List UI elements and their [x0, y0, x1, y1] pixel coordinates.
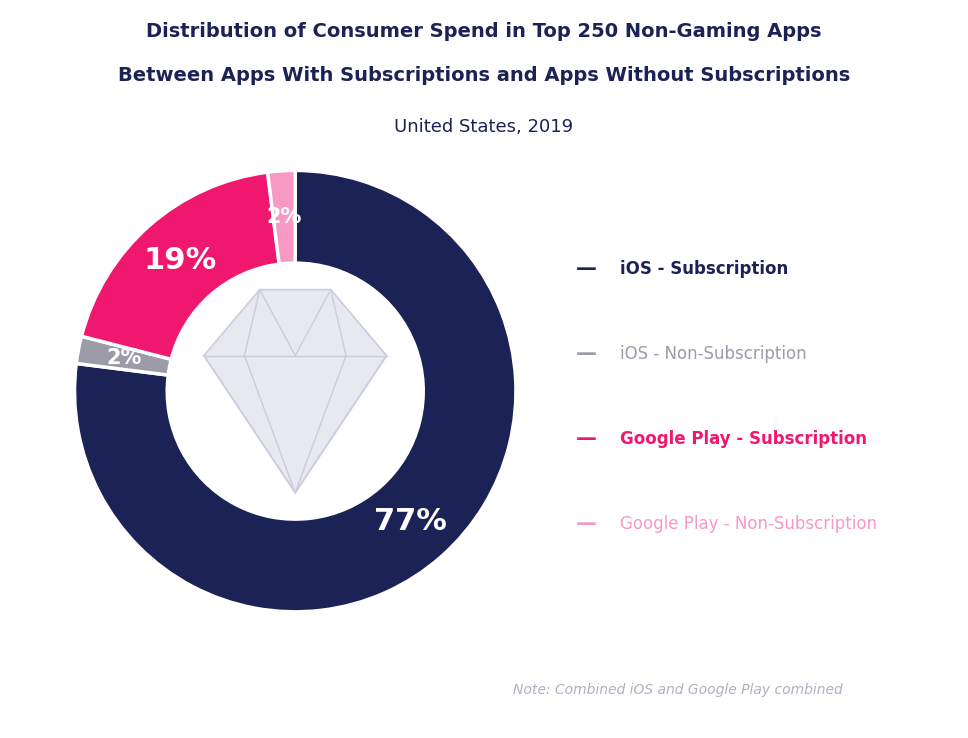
Wedge shape	[81, 172, 279, 359]
Text: iOS - Non-Subscription: iOS - Non-Subscription	[620, 345, 806, 363]
Text: —: —	[576, 514, 597, 534]
Text: Google Play - Non-Subscription: Google Play - Non-Subscription	[620, 515, 876, 533]
Text: —: —	[576, 344, 597, 365]
Text: Distribution of Consumer Spend in Top 250 Non-Gaming Apps: Distribution of Consumer Spend in Top 25…	[146, 22, 822, 41]
Text: Between Apps With Subscriptions and Apps Without Subscriptions: Between Apps With Subscriptions and Apps…	[118, 66, 850, 86]
Text: 2%: 2%	[266, 207, 302, 227]
Text: 77%: 77%	[374, 508, 447, 537]
Text: 19%: 19%	[143, 246, 217, 275]
Wedge shape	[76, 337, 171, 375]
Circle shape	[167, 263, 423, 519]
Wedge shape	[267, 170, 295, 264]
Text: Google Play - Subscription: Google Play - Subscription	[620, 430, 866, 448]
Text: Note: Combined iOS and Google Play combined: Note: Combined iOS and Google Play combi…	[513, 683, 843, 697]
Text: —: —	[576, 259, 597, 280]
Text: iOS - Subscription: iOS - Subscription	[620, 261, 788, 278]
Text: United States, 2019: United States, 2019	[394, 118, 574, 136]
Text: —: —	[576, 429, 597, 449]
Wedge shape	[75, 170, 516, 612]
Text: 2%: 2%	[106, 348, 141, 368]
Polygon shape	[204, 289, 386, 493]
